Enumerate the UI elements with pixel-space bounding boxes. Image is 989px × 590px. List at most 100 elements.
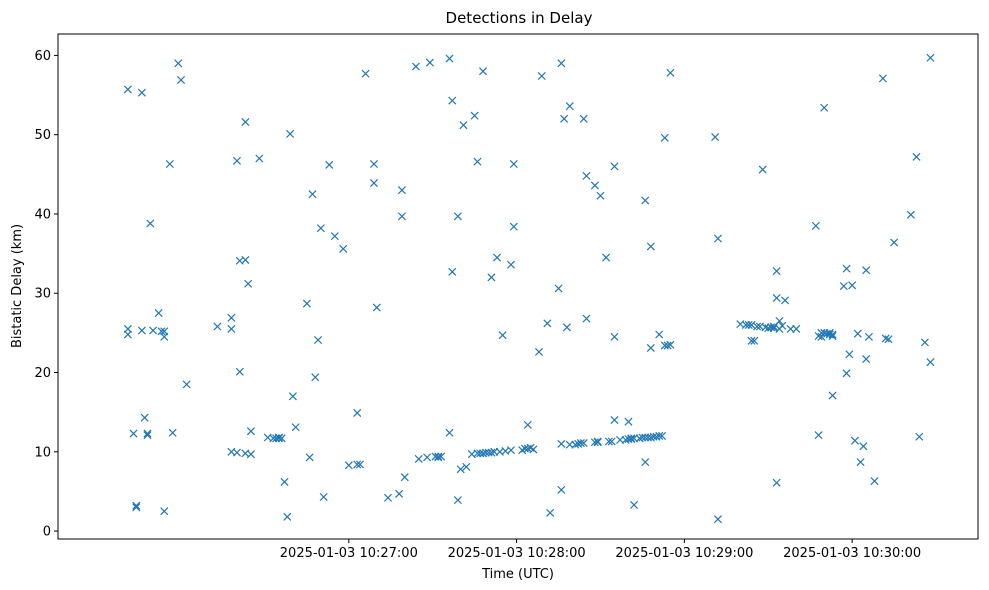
data-point-marker (232, 448, 241, 457)
data-point-marker (314, 335, 323, 345)
data-point-marker (274, 434, 283, 443)
data-point-marker (453, 496, 462, 505)
data-point-marker (747, 336, 756, 345)
data-point-marker (641, 458, 650, 467)
data-points (123, 53, 935, 524)
data-point-marker (842, 264, 851, 273)
data-point-marker (646, 343, 655, 352)
data-point-marker (506, 260, 516, 269)
data-point-marker (509, 159, 518, 169)
data-point-marker (308, 190, 317, 199)
data-point-marker (143, 429, 152, 438)
x-tick-label: 2025-01-03 10:28:00 (448, 546, 586, 561)
data-point-marker (772, 267, 781, 276)
data-point-marker (462, 462, 471, 471)
data-point-marker (154, 309, 163, 318)
data-point-marker (657, 431, 667, 440)
data-point-marker (775, 316, 784, 326)
data-point-marker (425, 58, 434, 67)
data-point-marker (123, 330, 132, 339)
data-point-marker (277, 434, 286, 443)
data-point-marker (160, 332, 169, 341)
data-point-marker (666, 68, 675, 77)
data-point-marker (137, 88, 146, 97)
data-point-marker (878, 74, 887, 83)
data-point-marker (235, 367, 244, 376)
data-point-marker (641, 196, 650, 205)
data-point-marker (246, 427, 255, 436)
data-point-marker (862, 355, 871, 364)
data-point-marker (369, 159, 379, 169)
data-point-marker (255, 154, 264, 163)
data-point-marker (288, 392, 297, 401)
data-point-marker (160, 507, 169, 516)
data-point-marker (372, 303, 381, 312)
data-point-marker (397, 186, 406, 195)
data-point-marker (817, 332, 826, 341)
data-point-marker (758, 165, 767, 174)
data-point-marker (311, 373, 320, 382)
data-point-marker (862, 266, 871, 275)
data-point-marker (369, 179, 379, 188)
data-point-marker (814, 431, 823, 440)
data-point-marker (182, 380, 191, 389)
data-point-marker (487, 448, 496, 457)
data-point-marker (506, 446, 516, 455)
x-tick-label: 2025-01-03 10:29:00 (615, 546, 753, 561)
data-point-marker (596, 191, 605, 200)
data-point-marker (470, 111, 479, 120)
data-point-marker (227, 324, 236, 333)
data-point-marker (445, 428, 454, 437)
data-point-marker (325, 160, 334, 169)
data-point-marker (713, 515, 722, 524)
data-point-marker (557, 439, 566, 448)
data-point-marker (305, 453, 314, 462)
data-point-marker (579, 439, 588, 448)
data-point-marker (630, 500, 639, 509)
data-point-marker (534, 347, 543, 356)
data-point-marker (137, 326, 146, 335)
data-point-marker (655, 330, 664, 339)
data-point-marker (557, 59, 566, 68)
data-point-marker (753, 322, 762, 331)
data-point-marker (395, 489, 404, 498)
data-point-marker (772, 478, 781, 487)
data-point-marker (811, 221, 820, 230)
data-point-marker (828, 391, 837, 400)
y-tick-label: 30 (34, 287, 51, 302)
data-point-marker (767, 323, 776, 332)
y-tick-label: 20 (34, 366, 51, 381)
data-point-marker (316, 224, 325, 233)
data-point-marker (546, 508, 555, 517)
data-point-marker (523, 420, 532, 429)
data-point-marker (602, 253, 611, 262)
data-point-marker (663, 341, 672, 350)
data-point-marker (881, 334, 890, 343)
data-point-marker (607, 437, 616, 446)
data-point-marker (241, 255, 250, 264)
data-point-marker (339, 244, 348, 253)
data-point-marker (915, 432, 924, 441)
data-point-marker (926, 358, 935, 367)
data-point-marker (400, 473, 409, 482)
y-tick-label: 60 (34, 49, 51, 64)
data-point-marker (579, 114, 588, 123)
data-point-marker (646, 242, 655, 251)
data-point-marker (493, 253, 502, 262)
data-point-marker (906, 210, 915, 219)
data-point-marker (848, 281, 857, 290)
data-point-marker (576, 439, 585, 448)
data-point-marker (926, 53, 935, 62)
data-point-marker (437, 452, 446, 461)
data-point-marker (123, 85, 132, 94)
data-point-marker (543, 319, 552, 328)
data-point-marker (529, 445, 538, 454)
y-tick-label: 50 (34, 128, 51, 143)
data-point-marker (610, 162, 619, 171)
data-point-marker (772, 293, 781, 303)
data-point-marker (291, 423, 300, 432)
data-point-marker (920, 338, 929, 347)
data-point-marker (828, 332, 837, 341)
data-point-marker (132, 503, 141, 512)
